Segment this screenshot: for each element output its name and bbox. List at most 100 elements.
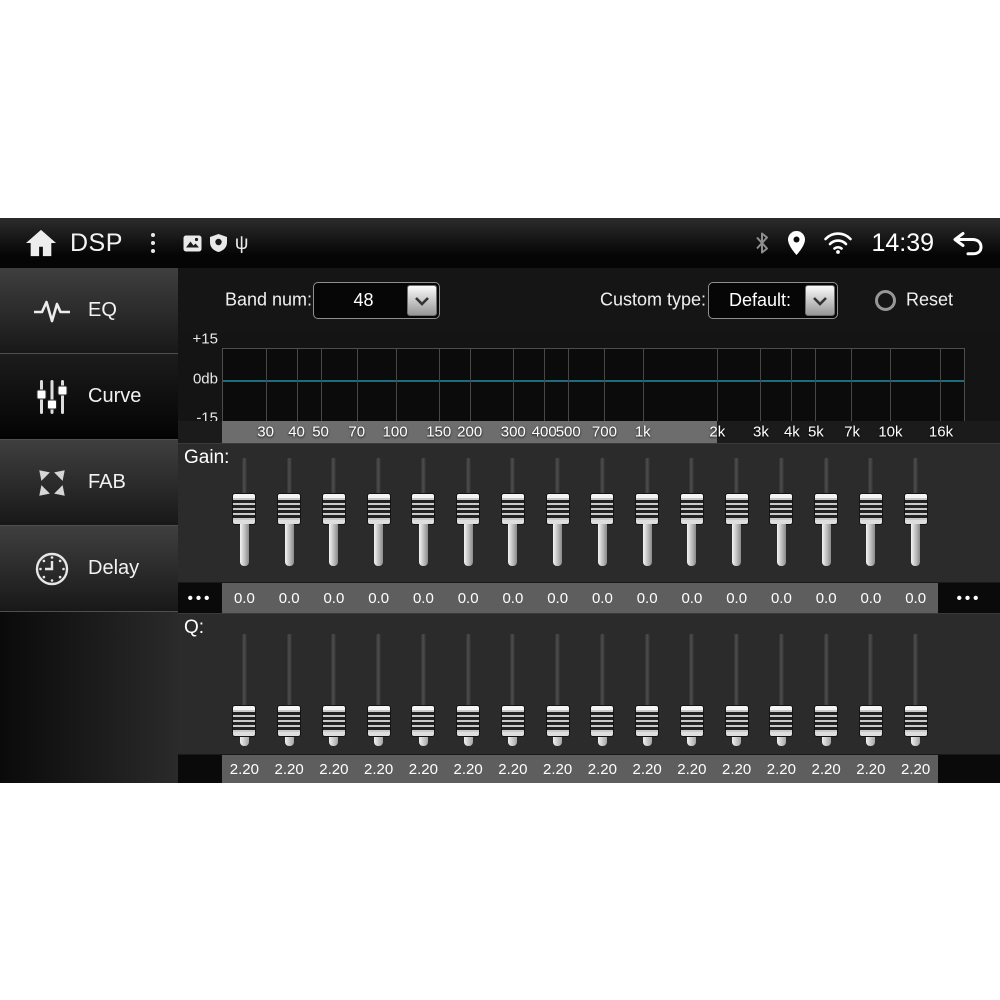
gain-slider[interactable] (849, 444, 894, 582)
q-slider[interactable] (670, 614, 715, 754)
slider-track-lower[interactable] (329, 737, 339, 746)
sidebar-item-curve[interactable]: Curve (0, 354, 178, 440)
slider-handle[interactable] (367, 494, 390, 524)
q-slider[interactable] (312, 614, 357, 754)
q-slider[interactable] (804, 614, 849, 754)
slider-track-upper[interactable] (643, 634, 651, 706)
gain-overflow-left[interactable]: ••• (187, 589, 213, 607)
slider-track-lower[interactable] (284, 524, 294, 566)
q-slider[interactable] (401, 614, 446, 754)
slider-track-lower[interactable] (687, 737, 697, 746)
slider-track-upper[interactable] (867, 634, 875, 706)
slider-track-upper[interactable] (554, 634, 562, 706)
slider-track-upper[interactable] (509, 634, 517, 706)
q-slider[interactable] (714, 614, 759, 754)
slider-track-upper[interactable] (240, 634, 248, 706)
slider-track-lower[interactable] (329, 524, 339, 566)
gain-slider[interactable] (714, 444, 759, 582)
q-slider[interactable] (491, 614, 536, 754)
slider-handle[interactable] (725, 706, 748, 736)
sidebar-item-eq[interactable]: EQ (0, 268, 178, 354)
gain-slider[interactable] (535, 444, 580, 582)
slider-handle[interactable] (591, 494, 614, 524)
slider-track-upper[interactable] (419, 458, 427, 494)
gain-slider[interactable] (356, 444, 401, 582)
slider-handle[interactable] (546, 706, 569, 736)
slider-handle[interactable] (815, 494, 838, 524)
slider-handle[interactable] (680, 706, 703, 736)
q-slider[interactable] (759, 614, 804, 754)
slider-handle[interactable] (501, 706, 524, 736)
slider-track-lower[interactable] (597, 737, 607, 746)
slider-handle[interactable] (412, 706, 435, 736)
q-slider[interactable] (356, 614, 401, 754)
q-slider[interactable] (625, 614, 670, 754)
slider-track-upper[interactable] (285, 634, 293, 706)
slider-handle[interactable] (591, 706, 614, 736)
back-icon[interactable] (952, 230, 984, 257)
slider-track-lower[interactable] (776, 524, 786, 566)
slider-handle[interactable] (278, 494, 301, 524)
slider-track-lower[interactable] (239, 524, 249, 566)
slider-track-upper[interactable] (375, 634, 383, 706)
slider-track-upper[interactable] (330, 458, 338, 494)
slider-track-lower[interactable] (463, 737, 473, 746)
slider-handle[interactable] (412, 494, 435, 524)
slider-handle[interactable] (859, 706, 882, 736)
slider-track-upper[interactable] (509, 458, 517, 494)
q-slider[interactable] (446, 614, 491, 754)
slider-track-lower[interactable] (911, 524, 921, 566)
slider-handle[interactable] (636, 494, 659, 524)
slider-track-lower[interactable] (866, 524, 876, 566)
slider-track-lower[interactable] (239, 737, 249, 746)
q-slider[interactable] (849, 614, 894, 754)
gain-slider[interactable] (401, 444, 446, 582)
gain-slider[interactable] (625, 444, 670, 582)
slider-track-upper[interactable] (330, 634, 338, 706)
slider-handle[interactable] (770, 706, 793, 736)
slider-handle[interactable] (457, 494, 480, 524)
slider-track-upper[interactable] (822, 458, 830, 494)
gain-slider[interactable] (491, 444, 536, 582)
slider-handle[interactable] (904, 494, 927, 524)
gain-slider[interactable] (804, 444, 849, 582)
slider-track-lower[interactable] (508, 524, 518, 566)
slider-handle[interactable] (680, 494, 703, 524)
slider-handle[interactable] (546, 494, 569, 524)
slider-track-upper[interactable] (464, 634, 472, 706)
slider-handle[interactable] (904, 706, 927, 736)
slider-track-upper[interactable] (554, 458, 562, 494)
slider-track-lower[interactable] (732, 524, 742, 566)
slider-track-upper[interactable] (912, 458, 920, 494)
slider-track-upper[interactable] (598, 458, 606, 494)
q-slider[interactable] (535, 614, 580, 754)
q-slider[interactable] (580, 614, 625, 754)
slider-track-upper[interactable] (867, 458, 875, 494)
slider-track-lower[interactable] (911, 737, 921, 746)
sidebar-item-fab[interactable]: FAB (0, 440, 178, 526)
slider-handle[interactable] (233, 494, 256, 524)
slider-track-upper[interactable] (419, 634, 427, 706)
gain-overflow-right[interactable]: ••• (956, 589, 982, 607)
slider-track-upper[interactable] (240, 458, 248, 494)
slider-track-lower[interactable] (463, 524, 473, 566)
slider-track-lower[interactable] (553, 737, 563, 746)
slider-track-lower[interactable] (732, 737, 742, 746)
slider-track-upper[interactable] (464, 458, 472, 494)
slider-track-lower[interactable] (642, 524, 652, 566)
slider-track-lower[interactable] (374, 737, 384, 746)
slider-handle[interactable] (457, 706, 480, 736)
slider-handle[interactable] (859, 494, 882, 524)
gain-slider[interactable] (759, 444, 804, 582)
slider-track-upper[interactable] (688, 458, 696, 494)
custom-type-dropdown-button[interactable] (805, 285, 835, 316)
slider-track-upper[interactable] (777, 634, 785, 706)
gain-slider[interactable] (267, 444, 312, 582)
slider-track-upper[interactable] (375, 458, 383, 494)
gain-slider[interactable] (670, 444, 715, 582)
slider-handle[interactable] (367, 706, 390, 736)
slider-track-lower[interactable] (553, 524, 563, 566)
slider-track-upper[interactable] (777, 458, 785, 494)
slider-track-upper[interactable] (733, 634, 741, 706)
slider-track-upper[interactable] (285, 458, 293, 494)
